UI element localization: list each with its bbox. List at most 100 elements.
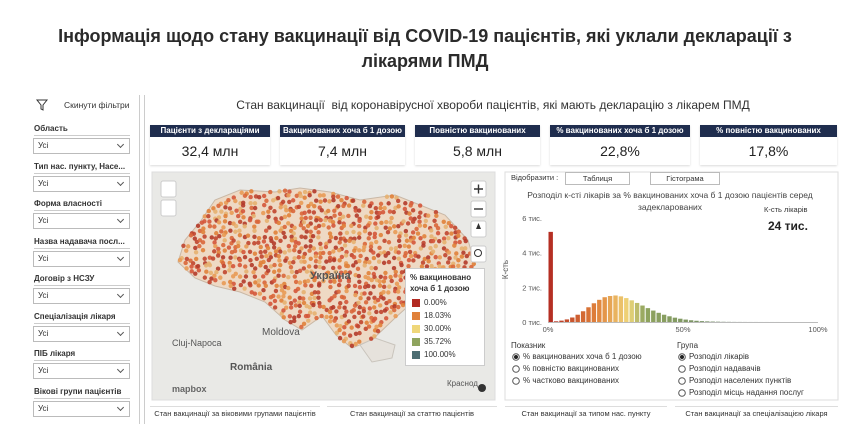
group-option[interactable]: Розподіл лікарів	[689, 352, 749, 361]
reset-filters[interactable]: Скинути фільтри	[64, 100, 130, 110]
map-dot	[271, 269, 277, 275]
map-dot	[402, 206, 408, 212]
chart-panel	[504, 171, 839, 401]
map-dot	[192, 236, 198, 241]
map-dot	[353, 341, 358, 347]
map-dot	[367, 231, 373, 236]
map-dot	[336, 282, 342, 288]
map-dot	[212, 273, 217, 278]
filter-label: Вікові групи пацієнтів	[34, 387, 130, 399]
map-dot	[344, 309, 349, 314]
map-dot	[384, 219, 389, 225]
map-dot	[358, 253, 363, 259]
map-dot	[292, 298, 298, 303]
filter-dropdown[interactable]: Усі	[33, 175, 130, 192]
group-option[interactable]: Розподіл надавачів	[689, 364, 761, 373]
map-dot	[378, 274, 383, 280]
radio	[512, 377, 520, 385]
map-dot	[212, 224, 217, 229]
map-dot	[454, 251, 459, 256]
map-dot	[306, 264, 312, 269]
map-dot	[403, 228, 409, 234]
measure-option[interactable]: % вакцинованих хоча б 1 дозою	[523, 352, 642, 361]
map-dot	[237, 219, 243, 225]
y-tick-label: 0 тис.	[522, 318, 542, 327]
chevron	[116, 365, 125, 374]
filter-dropdown[interactable]: Усі	[33, 250, 130, 267]
tab[interactable]: Стан вакцинації за типом нас. пункту	[505, 406, 667, 420]
tab[interactable]: Стан вакцинації за статтю пацієнтів	[327, 406, 497, 420]
map-dot	[292, 225, 297, 230]
measure-option[interactable]: % повністю вакцинованих	[523, 364, 619, 373]
map-dot	[193, 250, 199, 255]
map-dot	[305, 313, 311, 319]
bar	[613, 295, 618, 322]
group-option[interactable]: Розподіл населених пунктів	[689, 376, 792, 385]
map-dot	[346, 278, 352, 284]
map-dot	[459, 254, 465, 259]
chevron	[116, 253, 125, 261]
view-button[interactable]: Таблиця	[565, 172, 630, 185]
map-dot	[308, 215, 313, 221]
filter-dropdown[interactable]: Усі	[33, 363, 130, 379]
map-dot	[446, 236, 451, 241]
map-dot	[352, 236, 357, 241]
map-dot	[261, 239, 267, 244]
filter-dropdown[interactable]: Усі	[33, 213, 130, 229]
map-dot	[356, 310, 362, 315]
map-dot	[210, 256, 216, 261]
map-dot	[252, 241, 257, 246]
map-dot	[457, 239, 462, 245]
map-dot	[313, 259, 319, 264]
x-tick-label: 0%	[543, 325, 554, 334]
filter-dropdown[interactable]: Усі	[33, 138, 130, 154]
map-dot	[337, 248, 342, 253]
map-place: Moldova	[262, 327, 300, 338]
map-dot	[324, 259, 329, 264]
measure-option[interactable]: % частково вакцинованих	[523, 376, 620, 385]
map-dot	[421, 243, 426, 248]
filter-dropdown[interactable]: Усі	[33, 288, 130, 304]
map-dot	[216, 246, 221, 252]
map-dot	[256, 235, 262, 241]
x-tick-label: 100%	[808, 325, 828, 334]
map-dot	[241, 249, 246, 255]
tab[interactable]: Стан вакцинації за спеціалізацією лікаря	[675, 406, 838, 420]
map-dot	[414, 226, 419, 232]
map-dot	[216, 203, 221, 209]
filter-dropdown[interactable]: Усі	[33, 400, 130, 417]
map-dot	[463, 260, 468, 265]
map-dot	[330, 265, 336, 271]
y-tick-label: 6 тис.	[522, 214, 542, 223]
map-dot	[200, 240, 206, 245]
map-dot	[257, 291, 263, 296]
map-dot	[287, 189, 292, 194]
map-dot	[389, 194, 395, 199]
map-dot	[357, 218, 362, 224]
map-dot	[331, 257, 337, 263]
group-option[interactable]: Розподіл місць надання послуг	[689, 388, 804, 397]
map-dot	[435, 226, 441, 231]
page-title: Інформація щодо стану вакцинації від COV…	[58, 26, 792, 71]
map-dot	[216, 215, 222, 220]
kpi-value: 7,4 млн	[318, 143, 367, 159]
map-dot	[207, 219, 212, 224]
tab[interactable]: Стан вакцинації за віковими групами паці…	[150, 406, 320, 420]
map-dot	[278, 262, 283, 268]
map-dot	[278, 205, 283, 210]
map-dot	[214, 269, 219, 275]
map-dot	[351, 263, 356, 268]
map-dot	[393, 229, 398, 235]
map-dot	[321, 222, 326, 228]
measure-title: Показник	[511, 341, 546, 350]
map-dot	[201, 226, 206, 231]
map-dot	[287, 248, 292, 253]
map-dot	[299, 234, 304, 239]
map-dot	[353, 260, 359, 265]
map-dot	[212, 249, 217, 254]
map-dot	[267, 225, 272, 230]
map-dot	[366, 236, 371, 241]
map-dot	[302, 259, 307, 264]
filter-dropdown[interactable]: Усі	[33, 325, 130, 342]
view-button[interactable]: Гістограма	[650, 172, 720, 185]
